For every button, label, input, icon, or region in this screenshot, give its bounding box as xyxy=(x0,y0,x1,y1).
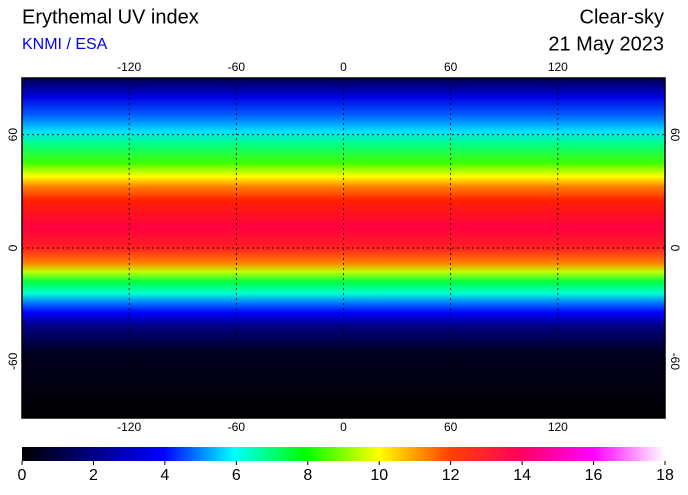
colorbar-label: 12 xyxy=(442,467,460,484)
lon-label: -120 xyxy=(117,60,141,74)
lon-label: -60 xyxy=(228,60,246,74)
condition: Clear-sky xyxy=(580,6,664,28)
lat-label: 0 xyxy=(6,244,20,251)
lat-label: 60 xyxy=(668,128,682,142)
colorbar-label: 10 xyxy=(370,467,388,484)
map-frame xyxy=(21,77,666,419)
source: KNMI / ESA xyxy=(22,36,108,53)
lon-label: 60 xyxy=(444,60,458,74)
lon-label: 120 xyxy=(548,420,568,434)
lat-label: -60 xyxy=(6,352,20,370)
lon-label: 60 xyxy=(444,420,458,434)
colorbar xyxy=(22,447,665,461)
title: Erythemal UV index xyxy=(22,6,199,28)
colorbar-label: 2 xyxy=(89,467,98,484)
lon-label: -120 xyxy=(117,420,141,434)
lat-label: 0 xyxy=(668,245,682,252)
colorbar-label: 6 xyxy=(232,467,241,484)
colorbar-label: 0 xyxy=(18,467,27,484)
colorbar-label: 18 xyxy=(656,467,674,484)
colorbar-label: 14 xyxy=(513,467,531,484)
lon-label: 0 xyxy=(340,420,347,434)
lat-label: 60 xyxy=(6,128,20,142)
lon-label: -60 xyxy=(228,420,246,434)
colorbar-label: 8 xyxy=(303,467,312,484)
lon-label: 120 xyxy=(548,60,568,74)
colorbar-label: 16 xyxy=(585,467,603,484)
colorbar-label: 4 xyxy=(160,467,169,484)
lat-label: -60 xyxy=(668,353,682,371)
lon-label: 0 xyxy=(340,60,347,74)
date: 21 May 2023 xyxy=(548,33,664,55)
